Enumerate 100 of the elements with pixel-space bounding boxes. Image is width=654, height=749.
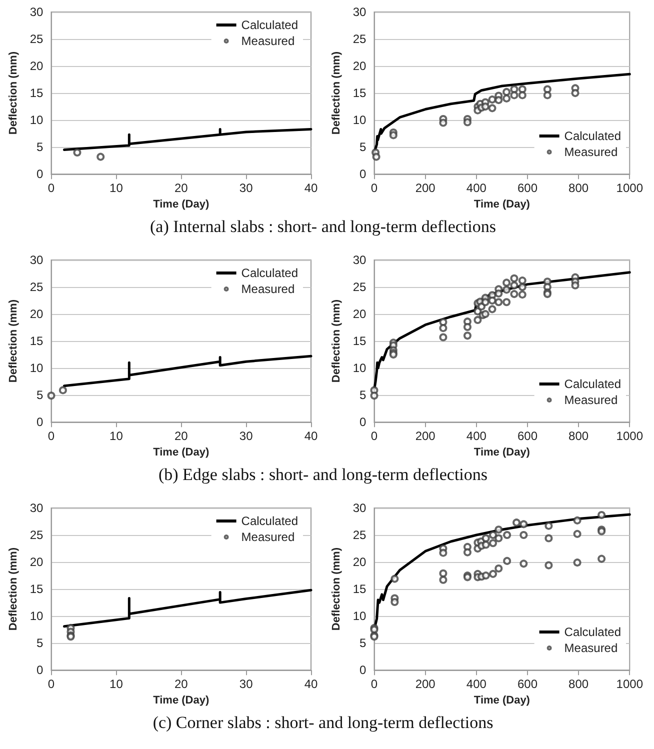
legend-label: Calculated [241, 18, 298, 32]
y-tick-label: 15 [352, 582, 367, 596]
x-tick-label: 40 [304, 429, 318, 444]
y-tick-label: 10 [30, 361, 44, 376]
y-tick-label: 15 [30, 86, 44, 100]
y-tick-label: 0 [36, 663, 44, 678]
x-tick-label: 20 [174, 181, 188, 196]
x-axis-title: Time (Day) [153, 198, 210, 210]
y-tick-label: 20 [30, 555, 44, 570]
y-tick-label: 30 [30, 253, 44, 267]
x-tick-label: 1000 [616, 181, 644, 196]
x-tick-label: 0 [48, 429, 55, 444]
legend-label: Measured [564, 641, 618, 655]
x-tick-label: 200 [415, 181, 436, 196]
text: (b) Edge slabs : short- and long-term deflections [157, 465, 489, 485]
y-tick-label: 25 [30, 528, 44, 542]
y-tick-label: 25 [30, 32, 44, 46]
x-axis-title: Time (Day) [153, 446, 210, 458]
y-tick-label: 10 [352, 113, 367, 128]
legend-label: Measured [564, 393, 618, 407]
x-tick-label: 200 [415, 677, 436, 692]
y-tick-label: 10 [30, 609, 44, 624]
x-tick-label: 800 [568, 429, 589, 444]
text: (c) Corner slabs : short- and long-term deflections [152, 713, 494, 733]
y-tick-label: 20 [30, 59, 44, 74]
x-tick-label: 1000 [616, 677, 644, 692]
text: (a) Internal slabs : short- and long-term deflections [148, 217, 498, 237]
y-tick-label: 25 [352, 528, 367, 542]
y-tick-label: 10 [352, 609, 367, 624]
x-tick-label: 30 [239, 429, 254, 444]
legend-label: Measured [241, 34, 295, 48]
x-tick-label: 40 [304, 677, 318, 692]
y-tick-label: 5 [360, 388, 367, 402]
x-tick-label: 0 [370, 677, 378, 692]
y-tick-label: 30 [30, 501, 44, 515]
x-tick-label: 10 [110, 677, 124, 692]
y-tick-label: 0 [360, 415, 367, 430]
x-axis-title: Time (Day) [474, 446, 530, 458]
y-tick-label: 0 [36, 167, 44, 182]
legend-label: Measured [241, 282, 295, 296]
y-tick-label: 0 [36, 415, 44, 430]
y-tick-label: 25 [352, 280, 367, 294]
x-tick-label: 20 [174, 429, 188, 444]
x-tick-label: 30 [239, 677, 254, 692]
x-tick-label: 200 [415, 429, 436, 444]
x-tick-label: 800 [568, 181, 589, 196]
y-tick-label: 15 [352, 334, 367, 348]
x-tick-label: 20 [174, 677, 188, 692]
y-tick-label: 20 [352, 59, 367, 74]
y-tick-label: 5 [360, 140, 367, 154]
y-tick-label: 30 [352, 501, 367, 515]
x-axis-title: Time (Day) [474, 694, 530, 706]
y-tick-label: 25 [30, 280, 44, 294]
y-axis-title: Deflection (mm) [8, 299, 20, 383]
x-tick-label: 10 [110, 181, 124, 196]
x-tick-label: 0 [48, 677, 55, 692]
legend-label: Measured [241, 530, 295, 544]
y-tick-label: 30 [352, 253, 367, 267]
y-axis-title: Deflection (mm) [330, 299, 342, 383]
y-axis-title: Deflection (mm) [8, 547, 20, 631]
x-tick-label: 0 [370, 181, 378, 196]
y-tick-label: 25 [352, 32, 367, 46]
y-tick-label: 5 [36, 140, 44, 154]
x-tick-label: 400 [466, 429, 487, 444]
x-tick-label: 400 [466, 677, 487, 692]
x-axis-title: Time (Day) [153, 694, 210, 706]
x-tick-label: 0 [48, 181, 55, 196]
x-tick-label: 600 [517, 429, 538, 444]
x-tick-label: 1000 [616, 429, 644, 444]
y-tick-label: 0 [360, 167, 367, 182]
legend-label: Calculated [241, 266, 298, 280]
legend-label: Calculated [564, 625, 621, 639]
y-tick-label: 5 [36, 388, 44, 402]
x-tick-label: 0 [370, 429, 378, 444]
y-axis-title: Deflection (mm) [330, 51, 342, 135]
x-tick-label: 40 [304, 181, 318, 196]
y-tick-label: 30 [30, 5, 44, 19]
y-tick-label: 20 [352, 555, 367, 570]
y-axis-title: Deflection (mm) [8, 51, 20, 135]
y-tick-label: 15 [30, 334, 44, 348]
x-axis-title: Time (Day) [474, 198, 530, 210]
legend-label: Calculated [564, 129, 621, 143]
x-tick-label: 600 [517, 677, 538, 692]
x-tick-label: 800 [568, 677, 589, 692]
y-tick-label: 30 [352, 5, 367, 19]
x-tick-label: 600 [517, 181, 538, 196]
y-tick-label: 15 [30, 582, 44, 596]
x-tick-label: 10 [110, 429, 124, 444]
legend-label: Measured [564, 145, 618, 159]
legend-label: Calculated [564, 377, 621, 391]
y-tick-label: 10 [30, 113, 44, 128]
y-axis-title: Deflection (mm) [330, 547, 342, 631]
y-tick-label: 0 [360, 663, 367, 678]
legend-label: Calculated [241, 514, 298, 528]
y-tick-label: 10 [352, 361, 367, 376]
y-tick-label: 5 [36, 636, 44, 650]
x-tick-label: 400 [466, 181, 487, 196]
y-tick-label: 5 [360, 636, 367, 650]
x-tick-label: 30 [239, 181, 254, 196]
y-tick-label: 20 [352, 307, 367, 322]
